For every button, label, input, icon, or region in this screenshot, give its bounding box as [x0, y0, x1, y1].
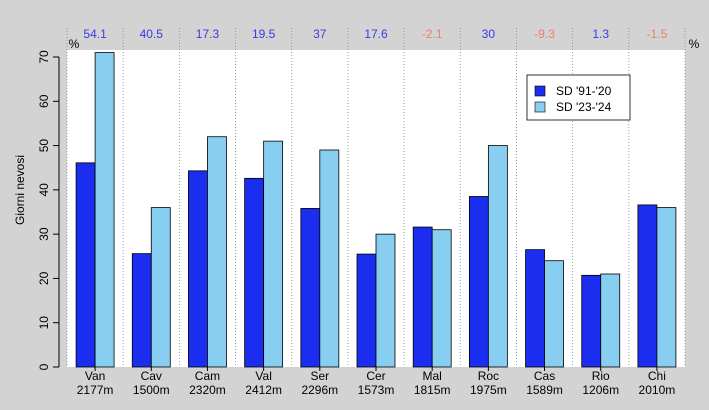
bar-cam-series-2	[207, 136, 227, 368]
percent-unit-right: %	[689, 37, 700, 51]
bar-cas-series-1	[525, 249, 545, 368]
bar-cer-series-2	[375, 233, 396, 368]
x-category-label: Rio	[592, 369, 610, 383]
x-category-label: Cam	[195, 369, 220, 383]
percent-change-label: 19.5	[252, 27, 276, 41]
y-tick-label: 70	[37, 50, 51, 64]
y-tick-label: 20	[37, 271, 51, 285]
x-category-label: Ser	[310, 369, 329, 383]
percent-change-label: 30	[482, 27, 496, 41]
bar-cav-series-1	[131, 253, 152, 368]
x-elevation-label: 1589m	[526, 383, 563, 397]
y-tick-label: 30	[37, 227, 51, 241]
x-elevation-label: 1975m	[470, 383, 507, 397]
legend-swatch-sd-23-24	[534, 101, 546, 113]
legend-box	[526, 74, 631, 121]
bar-chi-series-2	[656, 207, 677, 368]
x-elevation-label: 1500m	[133, 383, 170, 397]
legend-label-sd-91-20: SD '91-'20	[556, 84, 612, 98]
bar-roc-series-1	[468, 196, 489, 368]
y-tick-label: 40	[37, 183, 51, 197]
percent-change-label: -2.1	[422, 27, 443, 41]
y-axis-title: Giorni nevosi	[13, 155, 27, 225]
legend: SD '91-'20 SD '23-'24	[526, 74, 631, 121]
percent-change-label: -9.3	[534, 27, 555, 41]
bar-val-series-2	[263, 140, 284, 368]
bar-ser-series-1	[300, 208, 321, 368]
bar-cas-series-2	[544, 260, 564, 368]
x-category-label: Chi	[648, 369, 666, 383]
percent-change-label: 40.5	[140, 27, 164, 41]
y-tick-label: 60	[37, 94, 51, 108]
percent-unit-left: %	[69, 37, 80, 51]
x-category-label: Roc	[478, 369, 499, 383]
x-category-label: Cas	[534, 369, 555, 383]
percent-change-label: 17.3	[196, 27, 220, 41]
x-category-label: Cav	[141, 369, 162, 383]
y-tick-label: 50	[37, 139, 51, 153]
legend-label-sd-23-24: SD '23-'24	[556, 100, 612, 114]
x-elevation-label: 2320m	[189, 383, 226, 397]
y-tick-label: 0	[37, 363, 51, 370]
bar-mal-series-2	[431, 229, 452, 368]
x-elevation-label: 2412m	[245, 383, 282, 397]
x-elevation-label: 2296m	[301, 383, 338, 397]
x-elevation-label: 2010m	[639, 383, 676, 397]
percent-change-label: 54.1	[83, 27, 107, 41]
bar-roc-series-2	[487, 145, 508, 368]
bar-rio-series-1	[581, 274, 602, 368]
bar-mal-series-1	[412, 226, 433, 368]
bar-ser-series-2	[319, 149, 340, 368]
x-category-label: Val	[255, 369, 271, 383]
x-category-label: Cer	[366, 369, 385, 383]
x-elevation-label: 1206m	[582, 383, 619, 397]
bar-val-series-1	[244, 177, 265, 368]
percent-change-label: 17.6	[364, 27, 388, 41]
percent-change-label: 37	[313, 27, 327, 41]
bar-van-series-1	[75, 162, 96, 368]
bar-chi-series-1	[637, 204, 658, 368]
bar-cav-series-2	[150, 207, 171, 368]
x-category-label: Van	[85, 369, 105, 383]
x-elevation-label: 2177m	[77, 383, 114, 397]
legend-swatch-sd-91-20	[534, 85, 546, 97]
bar-van-series-2	[94, 52, 115, 368]
percent-change-label: 1.3	[592, 27, 609, 41]
x-elevation-label: 1573m	[358, 383, 395, 397]
bar-rio-series-2	[600, 273, 621, 368]
bar-cam-series-1	[188, 170, 208, 368]
y-tick-label: 10	[37, 316, 51, 330]
x-elevation-label: 1815m	[414, 383, 451, 397]
bar-cer-series-1	[356, 253, 377, 368]
percent-change-label: -1.5	[647, 27, 668, 41]
x-category-label: Mal	[423, 369, 442, 383]
